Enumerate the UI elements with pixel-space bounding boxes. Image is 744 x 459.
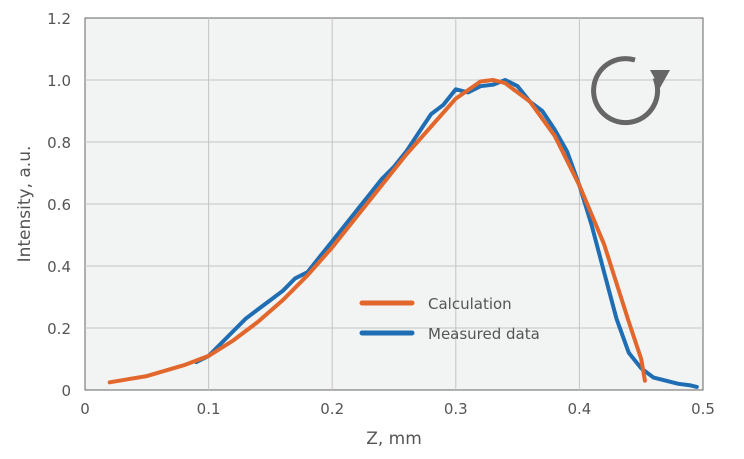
rotate-clockwise-icon — [591, 56, 670, 125]
y-tick-label: 0.2 — [47, 320, 71, 338]
series-line-measured — [194, 78, 699, 389]
x-axis-label: Z, mm — [366, 429, 422, 449]
y-tick-labels: 0 0.2 0.4 0.6 0.8 1.0 1.2 — [47, 10, 71, 400]
x-tick-label: 0.2 — [320, 400, 344, 418]
x-tick-labels: 0 0.1 0.2 0.3 0.4 0.5 — [80, 400, 715, 418]
grid — [85, 18, 703, 390]
y-tick-label: 0 — [61, 382, 71, 400]
x-tick-label: 0.3 — [444, 400, 468, 418]
y-tick-label: 1.0 — [47, 72, 71, 90]
legend-label-measured: Measured data — [428, 325, 540, 343]
y-tick-label: 0.6 — [47, 196, 71, 214]
x-tick-label: 0.4 — [567, 400, 591, 418]
x-tick-label: 0.1 — [197, 400, 221, 418]
y-tick-label: 0.8 — [47, 134, 71, 152]
y-axis-label: Intensity, a.u. — [15, 146, 35, 263]
y-tick-label: 1.2 — [47, 10, 71, 28]
legend-label-calculation: Calculation — [428, 295, 512, 313]
series-lines — [107, 78, 699, 389]
series-line-calculation — [107, 78, 647, 385]
x-tick-label: 0 — [80, 400, 90, 418]
legend: Calculation Measured data — [359, 295, 540, 343]
y-tick-label: 0.4 — [47, 258, 71, 276]
x-tick-label: 0.5 — [691, 400, 715, 418]
